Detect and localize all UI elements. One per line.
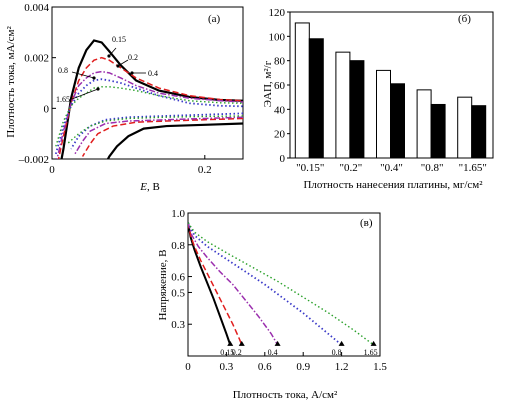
panel-c-annotation: 0.15 bbox=[220, 348, 234, 357]
panel-c-frame bbox=[187, 212, 381, 357]
panel-b-ytick-label: 100 bbox=[269, 31, 286, 43]
panel-b-category-label: "0.4" bbox=[380, 162, 403, 174]
panel-b-category-label: "1.65" bbox=[459, 162, 487, 174]
panel-b-bar bbox=[471, 105, 487, 159]
panel-a-annotation: 0.15 bbox=[112, 35, 126, 44]
panel-a-annotation-arrowhead bbox=[96, 87, 100, 91]
panel-b-bar bbox=[308, 38, 324, 159]
panel-b-ylabel: ЭАП, м²/г bbox=[262, 60, 274, 107]
panel-c-series-0.8 bbox=[188, 222, 343, 346]
panel-a-series-0.4 bbox=[56, 70, 243, 159]
panel-a-annotation-arrowhead bbox=[107, 54, 111, 58]
panel-a-ytick-label: 0.002 bbox=[24, 53, 49, 65]
panel-c-ylabel: Напряжение, В bbox=[157, 250, 169, 321]
panel-b-ytick-label: 80 bbox=[274, 56, 286, 68]
panel-a-ytick-label: –0.002 bbox=[18, 154, 49, 166]
panel-c-xtick-label: 0.3 bbox=[220, 361, 234, 373]
panel-c-ytick-label: 1.0 bbox=[171, 208, 185, 220]
panel-c-label: (в) bbox=[360, 217, 373, 229]
panel-a-ytick-label: 0.004 bbox=[24, 2, 49, 14]
panel-c-annotation: 0.4 bbox=[268, 348, 278, 357]
panel-b-frame bbox=[289, 11, 494, 159]
panel-a-annotation-arrowhead bbox=[116, 64, 120, 68]
panel-c-annotation: 0.8 bbox=[332, 348, 342, 357]
panel-a-annotation-arrowhead bbox=[130, 71, 134, 75]
panel-c-series-0.15 bbox=[188, 222, 232, 346]
panel-b-ytick-label: 0 bbox=[280, 153, 286, 165]
panel-a-series-1.65 bbox=[55, 86, 243, 147]
panel-b-category-label: "0.8" bbox=[421, 162, 444, 174]
panel-a-xtick-label: 0 bbox=[49, 164, 55, 176]
panel-a-frame bbox=[51, 6, 244, 160]
panel-a-label: (а) bbox=[208, 13, 221, 25]
panel-a-series-0.15 bbox=[60, 39, 243, 159]
panel-a-annotation: 0.8 bbox=[58, 66, 68, 75]
panel-c-ytick-label: 0.5 bbox=[171, 287, 185, 299]
panel-b-bar bbox=[430, 103, 446, 159]
panel-c-ytick-label: 0.3 bbox=[171, 319, 185, 331]
panel-c-series-endmarker bbox=[227, 340, 234, 346]
panel-c-annotation: 0.2 bbox=[232, 348, 242, 357]
panel-a-annotation-arrowhead bbox=[92, 76, 96, 80]
panel-a-annotation: 0.2 bbox=[128, 53, 138, 62]
panel-a-series-return-0.4 bbox=[74, 116, 243, 155]
chart-panel-a: (а) E, В Плотность тока, мА/см² 0 0.2 –0.0… bbox=[5, 2, 244, 193]
panel-a-annotation-arrow bbox=[71, 71, 95, 79]
panel-a-series-return-1.65 bbox=[66, 115, 243, 145]
panel-c-series-endmarker bbox=[370, 340, 377, 346]
panel-a-ytick-label: 0 bbox=[44, 103, 50, 115]
panel-b-bar bbox=[457, 96, 473, 159]
panel-b-label: (б) bbox=[458, 13, 471, 25]
panel-b-bar bbox=[376, 69, 391, 159]
panel-a-series-return-0.2 bbox=[81, 117, 243, 157]
panel-b-bar bbox=[349, 60, 365, 159]
panel-a-curves bbox=[54, 39, 243, 159]
panel-c-xtick-label: 1.5 bbox=[373, 361, 387, 373]
panel-b-category-label: "0.2" bbox=[340, 162, 363, 174]
panel-b-bar bbox=[390, 83, 405, 159]
panel-c-series-endmarker bbox=[238, 340, 245, 346]
panel-a-series-0.8 bbox=[54, 78, 243, 155]
panel-a-series-return-0.15 bbox=[106, 122, 243, 159]
panel-c-ytick-label: 0.8 bbox=[171, 240, 185, 252]
panel-b-category-label: "0.15" bbox=[296, 162, 324, 174]
panel-a-annotation: 1.65 bbox=[56, 95, 70, 104]
chart-panel-c: (в) Плотность тока, А/см² Напряжение, В … bbox=[157, 208, 387, 401]
panel-c-series-0.2 bbox=[188, 222, 243, 346]
panel-c-xtick-label: 0.9 bbox=[296, 361, 310, 373]
panel-a-annotation: 0.4 bbox=[148, 69, 158, 78]
panel-c-series-endmarker bbox=[338, 340, 345, 346]
panel-c-annotation: 1.65 bbox=[364, 348, 378, 357]
panel-c-xlabel: Плотность тока, А/см² bbox=[233, 389, 338, 401]
panel-a-annotation-arrow bbox=[71, 88, 99, 100]
panel-b-ytick-label: 40 bbox=[274, 104, 286, 116]
panel-b-ytick-label: 60 bbox=[274, 80, 286, 92]
panel-b-xlabel: Плотность нанесения платины, мг/см² bbox=[303, 179, 483, 191]
chart-panel-b: (б) Плотность нанесения платины, мг/см² … bbox=[262, 7, 494, 191]
panel-a-annotation-arrow bbox=[108, 47, 117, 57]
panel-a-xlabel: E, В bbox=[139, 181, 160, 193]
panel-c-curves bbox=[188, 222, 375, 346]
panel-a-ylabel: Плотность тока, мА/см² bbox=[5, 26, 17, 138]
panel-c-xtick-label: 1.2 bbox=[335, 361, 349, 373]
panel-b-bar bbox=[416, 89, 432, 159]
panel-c-xtick-label: 0 bbox=[185, 361, 191, 373]
panel-c-series-1.65 bbox=[188, 222, 375, 346]
panel-c-series-0.4 bbox=[188, 222, 279, 346]
panel-b-bar bbox=[335, 51, 351, 159]
panel-a-annotation-arrow bbox=[117, 59, 129, 67]
panel-b-ytick-label: 120 bbox=[269, 7, 286, 19]
panel-a-series-return-0.8 bbox=[70, 112, 243, 150]
panel-c-ytick-label: 0.6 bbox=[171, 272, 185, 284]
panel-a-xtick-label: 0.2 bbox=[198, 164, 212, 176]
panel-c-xtick-label: 0.6 bbox=[258, 361, 272, 373]
panel-b-ytick-label: 20 bbox=[274, 129, 286, 141]
panel-c-series-endmarker bbox=[274, 340, 281, 346]
panel-b-bar bbox=[294, 22, 310, 159]
